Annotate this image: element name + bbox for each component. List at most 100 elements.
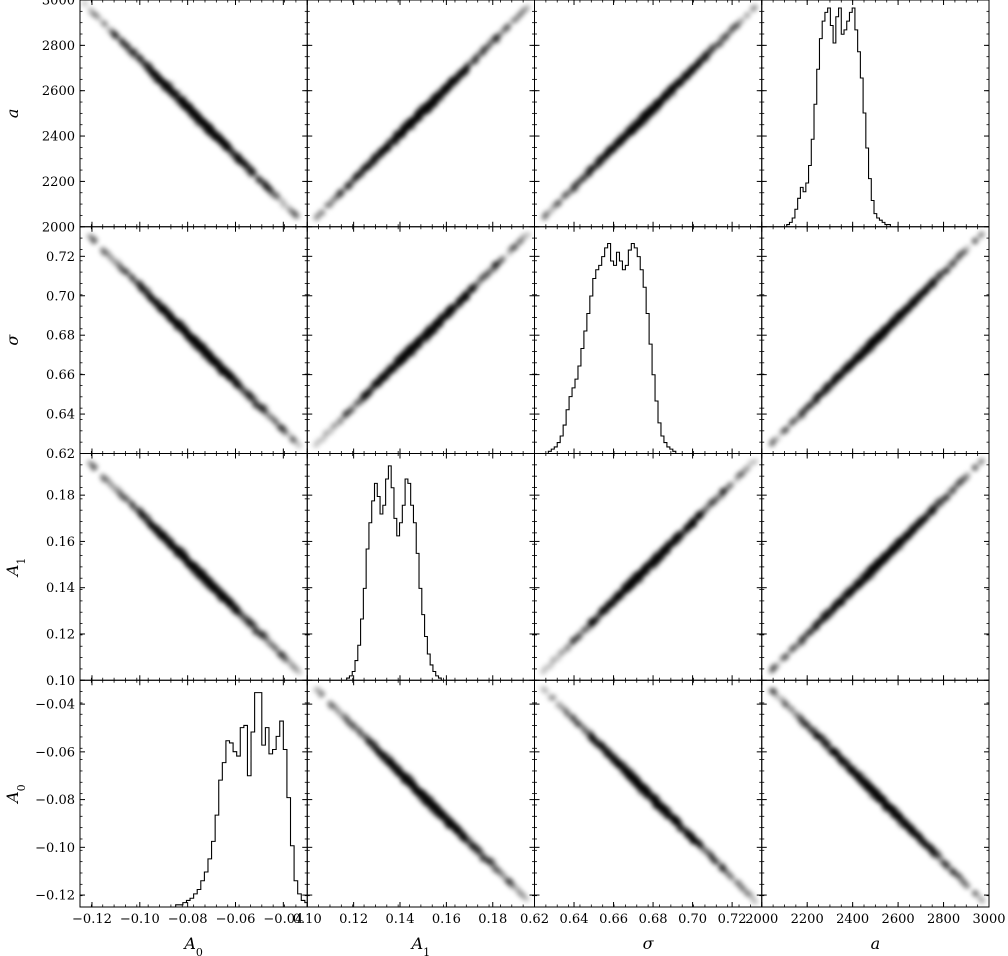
histogram-a (786, 7, 891, 227)
scatter-point (540, 214, 548, 222)
panel-a-vs-a (761, 0, 990, 228)
scatter-point (872, 337, 880, 345)
scatter-point (402, 354, 410, 363)
scatter-point (865, 341, 873, 349)
scatter-point (721, 35, 729, 43)
scatter-point (478, 274, 486, 283)
scatter-point (510, 243, 519, 252)
scatter-point (406, 122, 414, 130)
scatter-point (155, 77, 164, 85)
scatter-point (406, 347, 414, 355)
scatter-point (178, 326, 186, 334)
scatter-point (711, 42, 720, 50)
scatter-point (217, 137, 225, 146)
scatter-point (368, 157, 376, 165)
scatter-point (936, 274, 945, 282)
scatter-point (147, 295, 155, 303)
panel-sigma-vs-a (761, 226, 990, 454)
scatter-point (952, 254, 960, 263)
scatter-point (362, 391, 371, 399)
scatter-point (120, 40, 128, 48)
scatter-point (276, 196, 284, 204)
scatter-point (470, 55, 478, 63)
scatter-point (804, 402, 812, 410)
scatter-point (425, 326, 433, 334)
scatter-point (210, 355, 218, 363)
scatter-point (374, 378, 382, 386)
scatter-point (978, 230, 987, 238)
scatter-point (891, 317, 900, 325)
scatter-point (328, 197, 336, 205)
scatter-point (169, 316, 177, 324)
scatter-point (421, 102, 429, 110)
histogram-sigma (547, 242, 677, 454)
scatter-point (321, 431, 329, 439)
scatter-point (134, 53, 142, 61)
scatter-point (505, 249, 513, 257)
scatter-point (233, 383, 241, 391)
scatter-point (427, 103, 435, 111)
scatter-point (244, 163, 252, 171)
scatter-point (493, 33, 501, 41)
scatter-point (381, 372, 389, 380)
scatter-point (948, 261, 956, 270)
scatter-point (560, 192, 569, 201)
scatter-point (149, 69, 157, 77)
scatter-point (520, 232, 528, 240)
scatter-point (155, 304, 163, 312)
scatter-point (627, 123, 635, 131)
scatter-point (279, 426, 287, 434)
scatter-point (397, 133, 405, 141)
scatter-point (595, 155, 603, 163)
scatter-point (490, 266, 498, 274)
scatter-point (228, 372, 236, 380)
scatter-point (451, 76, 459, 84)
scatter-point (505, 22, 513, 30)
scatter-point (420, 109, 428, 117)
scatter-point (782, 426, 790, 434)
scatter-point (354, 399, 362, 407)
panel-frame (534, 226, 763, 454)
scatter-point (905, 305, 913, 313)
scatter-point (432, 320, 441, 328)
scatter-point (819, 390, 827, 398)
panel-a-vs-A1 (306, 0, 535, 228)
scatter-point (117, 264, 125, 272)
scatter-point (634, 122, 643, 130)
scatter-point (328, 423, 336, 431)
scatter-point (223, 144, 231, 152)
scatter-point (672, 81, 680, 89)
scatter-point (399, 123, 407, 131)
scatter-point (251, 397, 259, 405)
scatter-point (111, 258, 119, 266)
scatter-point (570, 182, 578, 190)
scatter-point (336, 418, 344, 426)
scatter-point (175, 321, 183, 329)
scatter-point (663, 89, 671, 97)
panel-sigma-vs-sigma (534, 226, 763, 454)
scatter-point (964, 244, 972, 252)
scatter-point (470, 281, 478, 290)
scatter-a-vs-A0 (81, 0, 301, 220)
scatter-point (161, 79, 169, 88)
panel-a-vs-A0 (79, 0, 308, 228)
scatter-point (184, 103, 192, 111)
scatter-point (111, 31, 119, 40)
scatter-point (255, 177, 263, 185)
scatter-point (167, 89, 175, 97)
scatter-point (593, 161, 601, 169)
panel-frame (761, 0, 990, 228)
scatter-point (127, 47, 135, 55)
scatter-point (878, 329, 887, 337)
scatter-point (290, 209, 299, 217)
scatter-point (900, 312, 908, 320)
scatter-point (258, 404, 266, 412)
scatter-point (101, 20, 109, 28)
scatter-point (655, 98, 664, 106)
scatter-sigma-vs-A0 (85, 232, 303, 449)
scatter-point (442, 88, 450, 96)
scatter-point (607, 145, 615, 153)
scatter-point (942, 267, 950, 275)
scatter-point (497, 256, 505, 264)
